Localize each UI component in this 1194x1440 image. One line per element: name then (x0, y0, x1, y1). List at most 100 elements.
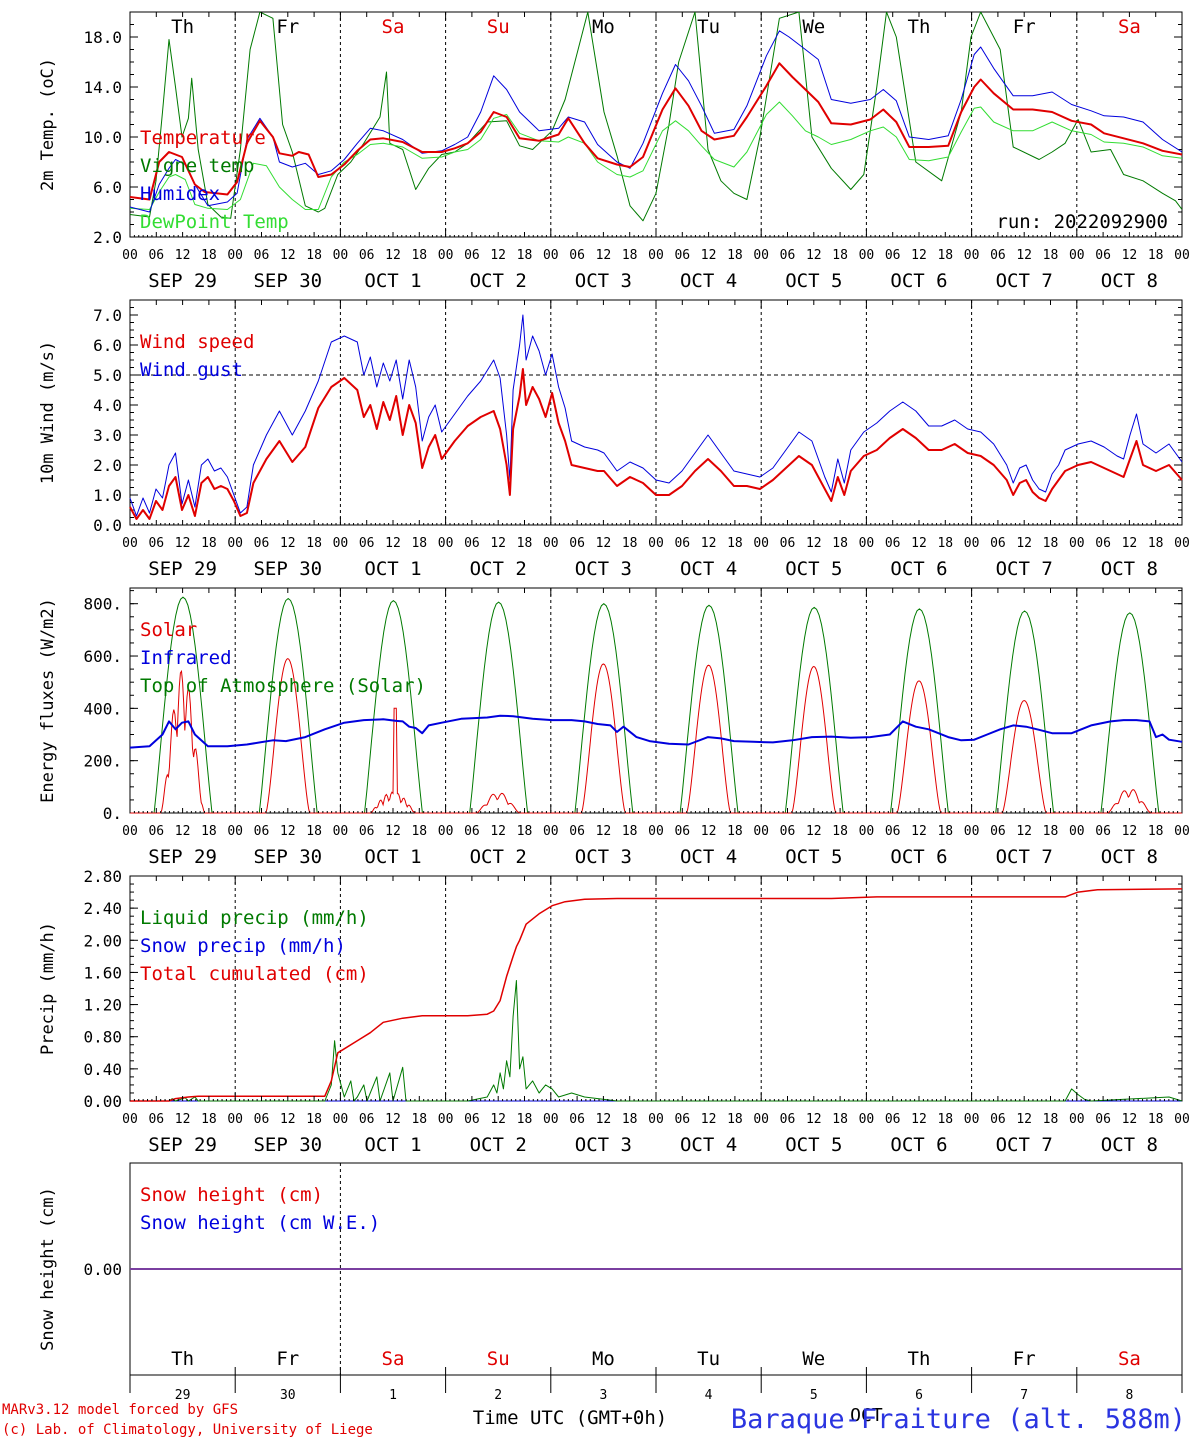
day-label: OCT 2 (470, 270, 527, 292)
hour-tick-label: 00 (122, 248, 138, 263)
hour-tick-label: 00 (333, 248, 349, 263)
hour-tick-label: 06 (990, 248, 1006, 263)
model-credit: MARv3.12 model forced by GFS (2, 1402, 238, 1418)
hour-tick-label: 18 (201, 1112, 217, 1127)
hour-tick-label: 06 (464, 1112, 480, 1127)
weekday-label: Sa (382, 16, 405, 38)
hour-tick-label: 00 (227, 824, 243, 839)
hour-tick-label: 06 (569, 1112, 585, 1127)
hour-tick-label: 18 (727, 824, 743, 839)
hour-tick-label: 06 (780, 824, 796, 839)
hour-tick-label: 06 (464, 536, 480, 551)
hour-tick-label: 12 (175, 248, 191, 263)
day-label: OCT 2 (470, 1134, 527, 1156)
hour-tick-label: 18 (306, 536, 322, 551)
hour-tick-label: 00 (964, 824, 980, 839)
hour-tick-label: 00 (753, 248, 769, 263)
hour-tick-label: 06 (569, 536, 585, 551)
hour-tick-label: 12 (1122, 1112, 1138, 1127)
day-label: OCT 1 (364, 558, 421, 580)
weekday-label: Mo (592, 1348, 615, 1370)
y-tick-label: 14.0 (83, 78, 122, 97)
legend-wind-speed: Wind speed (140, 331, 254, 353)
y-tick-label: 2.0 (93, 456, 122, 475)
hour-tick-label: 00 (122, 1112, 138, 1127)
hour-tick-label: 00 (333, 536, 349, 551)
hour-tick-label: 00 (1069, 1112, 1085, 1127)
day-label: OCT 7 (996, 558, 1053, 580)
y-tick-label: 400. (83, 699, 122, 718)
day-label: SEP 30 (253, 1134, 322, 1156)
time-axis-title: Time UTC (GMT+0h) (473, 1407, 667, 1429)
hour-tick-label: 06 (254, 536, 270, 551)
day-label: OCT 6 (890, 1134, 947, 1156)
hour-tick-label: 00 (648, 248, 664, 263)
hour-tick-label: 12 (1016, 1112, 1032, 1127)
weekday-label: We (802, 1348, 825, 1370)
legend-solar: Solar (140, 619, 197, 641)
hour-tick-label: 12 (1122, 824, 1138, 839)
hour-tick-label: 12 (701, 1112, 717, 1127)
hour-tick-label: 18 (306, 824, 322, 839)
hour-tick-label: 18 (1043, 824, 1059, 839)
precip-panel: 0.00 0.40 0.80 1.20 1.60 2.00 2.40 2.80 Precip (… (38, 867, 1190, 1156)
hour-tick-label: 00 (333, 1112, 349, 1127)
hour-tick-label: 18 (1148, 536, 1164, 551)
weekday-label: Tu (697, 1348, 720, 1370)
hour-tick-label: 06 (148, 1112, 164, 1127)
hour-tick-label: 06 (990, 1112, 1006, 1127)
y-tick-label: 0.80 (83, 1028, 122, 1047)
day-label: OCT 3 (575, 1134, 632, 1156)
hour-tick-label: 06 (464, 248, 480, 263)
weekday-label: We (802, 16, 825, 38)
hour-tick-label: 12 (806, 248, 822, 263)
day-label: OCT 8 (1101, 1134, 1158, 1156)
weekday-label: Th (171, 16, 194, 38)
day-label: OCT 8 (1101, 270, 1158, 292)
day-label: OCT 7 (996, 270, 1053, 292)
y-tick-label: 4.0 (93, 396, 122, 415)
legend-liquid-precip-mm-h-: Liquid precip (mm/h) (140, 907, 369, 929)
day-number: 6 (915, 1388, 923, 1403)
hour-tick-label: 00 (438, 248, 454, 263)
hour-tick-label: 06 (1095, 824, 1111, 839)
day-label: OCT 8 (1101, 846, 1158, 868)
y-axis-label: Energy fluxes (W/m2) (38, 598, 58, 803)
day-label: OCT 4 (680, 846, 737, 868)
hour-tick-label: 00 (333, 824, 349, 839)
weekday-label: Su (487, 16, 510, 38)
hour-tick-label: 06 (674, 536, 690, 551)
y-tick-label: 800. (83, 595, 122, 614)
hour-tick-label: 18 (937, 248, 953, 263)
hour-tick-label: 18 (1148, 248, 1164, 263)
y-tick-label: 0.00 (83, 1260, 122, 1279)
day-number: 4 (705, 1388, 713, 1403)
hour-tick-label: 12 (1122, 536, 1138, 551)
hour-tick-label: 00 (543, 536, 559, 551)
weekday-label: Mo (592, 16, 615, 38)
weekday-label: Fr (276, 16, 299, 38)
weekday-label: Sa (1118, 16, 1141, 38)
hour-tick-label: 12 (175, 1112, 191, 1127)
hour-tick-label: 12 (596, 536, 612, 551)
y-tick-label: 2.40 (83, 899, 122, 918)
hour-tick-label: 06 (254, 1112, 270, 1127)
infrared-line (129, 714, 1183, 749)
legend-humidex: Humidex (140, 183, 220, 205)
hour-tick-label: 00 (859, 536, 875, 551)
day-label: OCT 1 (364, 1134, 421, 1156)
hour-tick-label: 12 (385, 1112, 401, 1127)
hour-tick-label: 06 (359, 824, 375, 839)
hour-tick-label: 12 (385, 536, 401, 551)
hour-tick-label: 18 (517, 1112, 533, 1127)
day-number: 5 (810, 1388, 818, 1403)
hour-tick-label: 18 (517, 248, 533, 263)
day-label: OCT 8 (1101, 558, 1158, 580)
day-label: OCT 5 (785, 846, 842, 868)
bottom-month-label: OCT (850, 1405, 883, 1426)
hour-tick-label: 00 (1174, 824, 1190, 839)
hour-tick-label: 18 (832, 1112, 848, 1127)
hour-tick-label: 06 (1095, 536, 1111, 551)
hour-tick-label: 18 (937, 1112, 953, 1127)
